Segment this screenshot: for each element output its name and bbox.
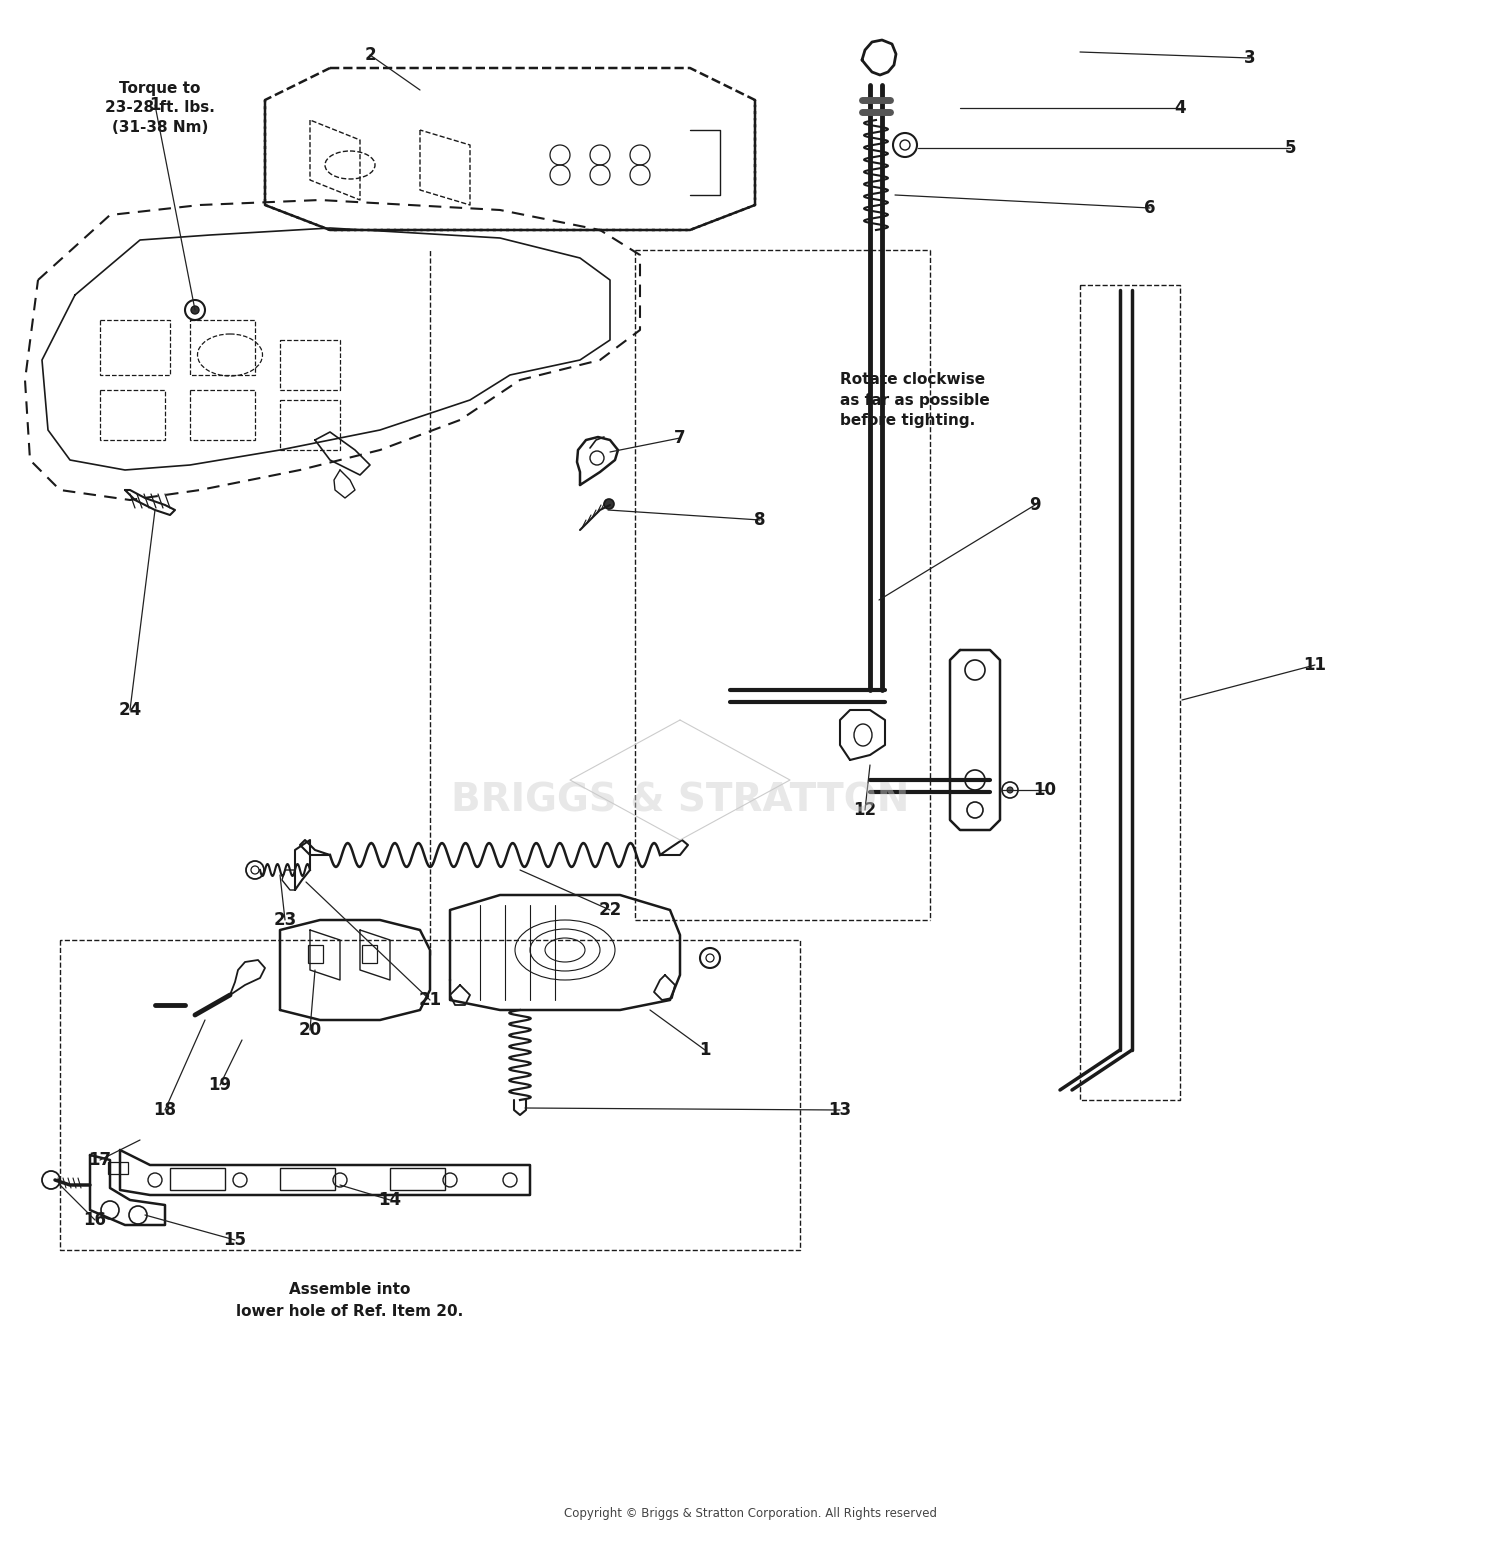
Text: Assemble into: Assemble into xyxy=(290,1283,411,1297)
Text: 2: 2 xyxy=(364,46,376,63)
Circle shape xyxy=(1007,787,1013,794)
Text: 15: 15 xyxy=(224,1231,246,1249)
Bar xyxy=(170,1167,225,1190)
Bar xyxy=(190,391,255,440)
Text: as far as possible: as far as possible xyxy=(840,392,990,408)
Bar xyxy=(390,1167,445,1190)
Text: Torque to: Torque to xyxy=(120,80,201,96)
Text: (31-38 Nm): (31-38 Nm) xyxy=(112,120,209,136)
Bar xyxy=(362,945,376,963)
Bar xyxy=(108,1163,128,1173)
Bar xyxy=(280,340,340,391)
Bar xyxy=(190,320,255,375)
Text: 16: 16 xyxy=(84,1210,106,1229)
Text: 3: 3 xyxy=(1244,49,1256,66)
Text: 18: 18 xyxy=(153,1101,177,1119)
Bar xyxy=(280,1167,334,1190)
Bar xyxy=(308,945,322,963)
Text: 1: 1 xyxy=(148,96,160,114)
Text: 21: 21 xyxy=(419,991,441,1008)
Text: lower hole of Ref. Item 20.: lower hole of Ref. Item 20. xyxy=(237,1305,464,1320)
Text: before tighting.: before tighting. xyxy=(840,412,975,428)
Text: 12: 12 xyxy=(853,801,876,818)
Text: 17: 17 xyxy=(88,1150,111,1169)
Text: 8: 8 xyxy=(754,511,765,530)
Circle shape xyxy=(604,499,613,510)
Text: 9: 9 xyxy=(1029,496,1041,514)
Bar xyxy=(280,400,340,449)
Text: 20: 20 xyxy=(298,1021,321,1039)
Text: 1: 1 xyxy=(699,1041,711,1059)
Text: 19: 19 xyxy=(209,1076,231,1095)
Text: 4: 4 xyxy=(1174,99,1186,117)
Text: Rotate clockwise: Rotate clockwise xyxy=(840,372,986,388)
Text: 11: 11 xyxy=(1304,656,1326,675)
Text: 14: 14 xyxy=(378,1190,402,1209)
Text: 22: 22 xyxy=(598,902,621,919)
Bar xyxy=(100,320,170,375)
Text: 24: 24 xyxy=(118,701,141,720)
Text: 23-28 ft. lbs.: 23-28 ft. lbs. xyxy=(105,100,214,116)
Text: 10: 10 xyxy=(1034,781,1056,798)
Text: 23: 23 xyxy=(273,911,297,929)
Circle shape xyxy=(190,306,200,313)
Bar xyxy=(100,391,165,440)
Text: 6: 6 xyxy=(1144,199,1155,218)
Text: BRIGGS & STRATTON: BRIGGS & STRATTON xyxy=(452,781,909,818)
Text: Copyright © Briggs & Stratton Corporation. All Rights reserved: Copyright © Briggs & Stratton Corporatio… xyxy=(564,1507,936,1519)
Text: 7: 7 xyxy=(674,429,686,448)
Text: 5: 5 xyxy=(1284,139,1296,157)
Text: 13: 13 xyxy=(828,1101,852,1119)
